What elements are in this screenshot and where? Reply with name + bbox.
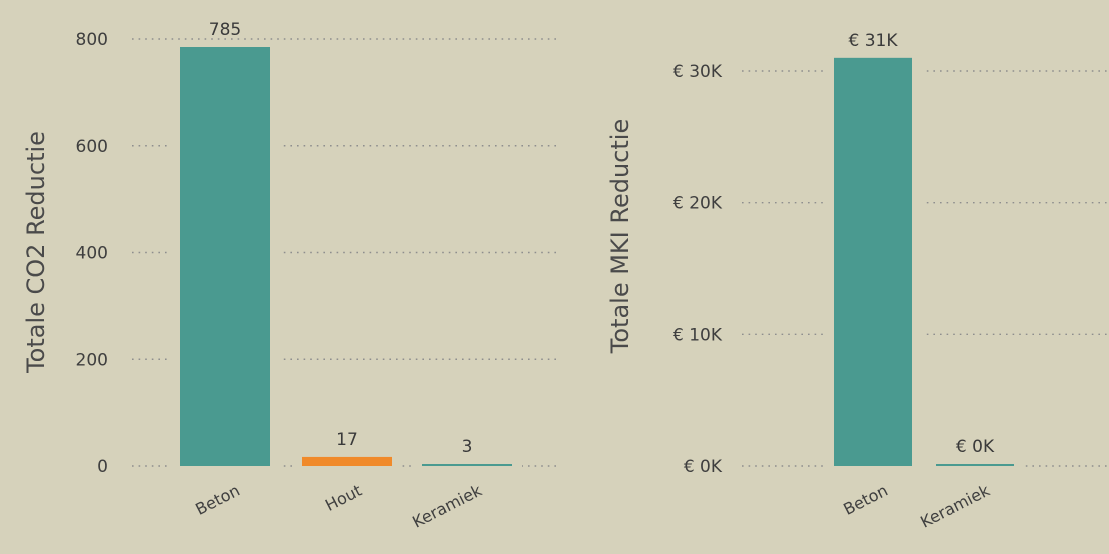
y-tick-label: € 30K bbox=[673, 62, 723, 82]
data-label: 3 bbox=[462, 437, 473, 457]
bar-keramiek[interactable] bbox=[422, 464, 512, 466]
x-category-label: Beton bbox=[840, 481, 891, 519]
x-category-label: Beton bbox=[192, 481, 243, 519]
bar-beton[interactable] bbox=[834, 57, 912, 466]
y-tick-label: 0 bbox=[97, 457, 108, 477]
y-tick-label: € 0K bbox=[684, 457, 723, 477]
y-tick-label: 200 bbox=[76, 350, 108, 370]
y-tick-label: 600 bbox=[76, 137, 108, 157]
bar-beton[interactable] bbox=[180, 47, 270, 466]
y-tick-label: 800 bbox=[76, 30, 108, 50]
data-label: 17 bbox=[336, 430, 358, 450]
bar-keramiek[interactable] bbox=[936, 464, 1014, 466]
mki-reduction-chart: Totale MKI Reductie € 0K € 10K € 20K € 30K € … bbox=[606, 31, 1109, 532]
data-label: 785 bbox=[209, 20, 241, 40]
x-category-label: Keramiek bbox=[409, 480, 485, 531]
data-label: € 0K bbox=[956, 437, 995, 457]
bar-hout[interactable] bbox=[302, 456, 392, 466]
x-category-label: Keramiek bbox=[917, 480, 993, 531]
y-tick-label: 400 bbox=[76, 244, 108, 264]
y-axis-label: Totale MKI Reductie bbox=[606, 119, 634, 354]
data-label: € 31K bbox=[849, 31, 899, 51]
y-tick-label: € 20K bbox=[673, 194, 723, 214]
y-tick-label: € 10K bbox=[673, 325, 723, 345]
co2-reduction-chart: Totale CO2 Reductie 0 200 400 600 800 785 Beton… bbox=[22, 20, 560, 532]
y-axis-label: Totale CO2 Reductie bbox=[22, 131, 50, 374]
x-category-label: Hout bbox=[322, 481, 365, 515]
